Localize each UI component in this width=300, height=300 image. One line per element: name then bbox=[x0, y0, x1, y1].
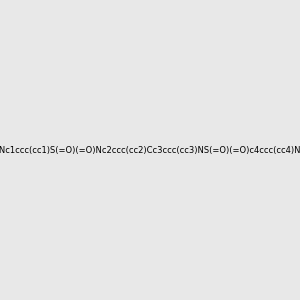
Text: CC(=O)Nc1ccc(cc1)S(=O)(=O)Nc2ccc(cc2)Cc3ccc(cc3)NS(=O)(=O)c4ccc(cc4)NC(C)=O: CC(=O)Nc1ccc(cc1)S(=O)(=O)Nc2ccc(cc2)Cc3… bbox=[0, 146, 300, 154]
